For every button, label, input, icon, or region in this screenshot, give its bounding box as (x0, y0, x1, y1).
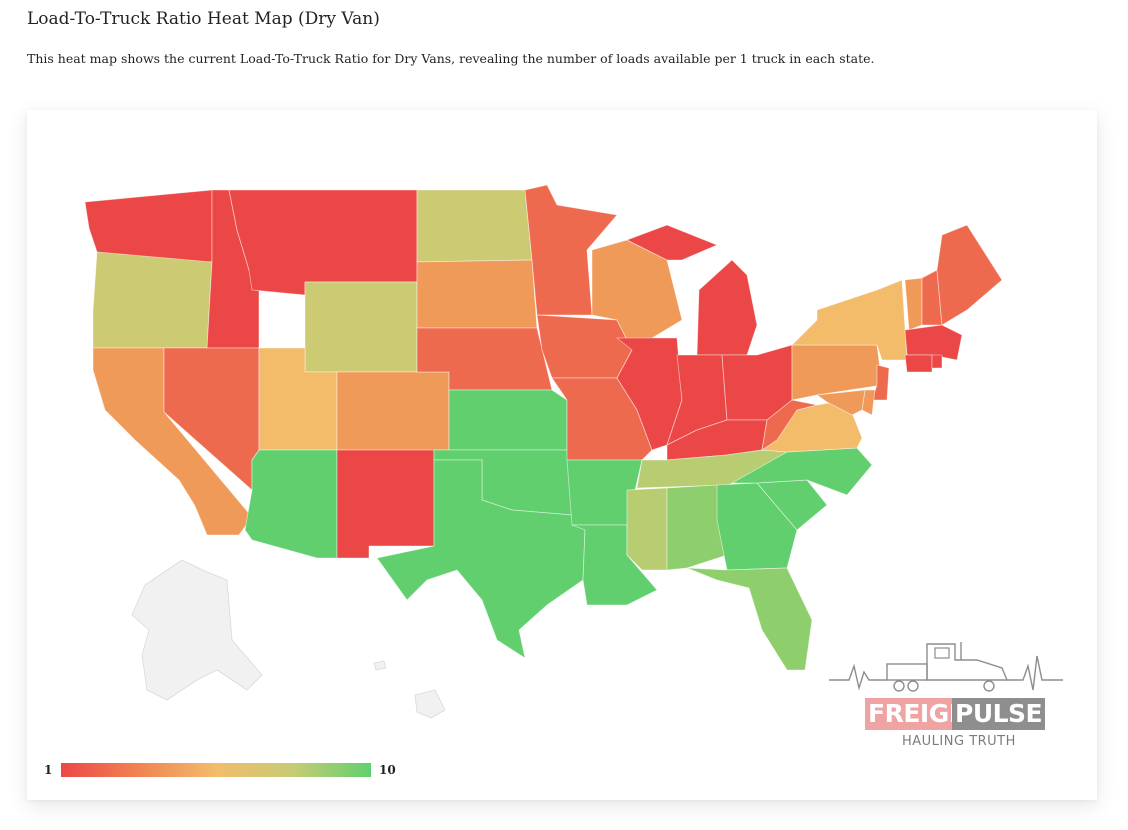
state-mississippi[interactable] (626, 487, 668, 571)
logo-tagline: HAULING TRUTH (902, 734, 1016, 749)
map-card: 1 10 FREIGHT PULSE HAULING TRUTH (27, 110, 1097, 800)
state-oregon[interactable] (92, 251, 213, 349)
us-heat-map (84, 184, 1003, 719)
state-michigan-lower[interactable] (696, 259, 758, 356)
legend-min-label: 1 (44, 763, 53, 777)
state-michigan-upper[interactable] (626, 224, 718, 261)
state-new-jersey[interactable] (871, 364, 890, 401)
legend-color-scale (61, 763, 371, 777)
state-washington[interactable] (84, 189, 213, 263)
freightpulse-logo: FREIGHT PULSE HAULING TRUTH (827, 638, 1067, 758)
state-kansas[interactable] (448, 389, 568, 451)
state-iowa[interactable] (536, 314, 633, 379)
state-florida[interactable] (686, 567, 813, 671)
heartbeat-truck-icon (829, 642, 1063, 692)
state-maine[interactable] (936, 224, 1003, 326)
state-alaska (131, 559, 263, 701)
state-maryland[interactable] (816, 389, 866, 416)
logo-word-pulse: PULSE (952, 698, 1046, 730)
state-alabama[interactable] (666, 484, 728, 571)
legend-gradient-bar (61, 763, 371, 777)
state-rhode-island[interactable] (931, 354, 943, 369)
state-arizona[interactable] (244, 449, 338, 559)
state-south-dakota[interactable] (416, 259, 538, 329)
state-connecticut[interactable] (904, 354, 933, 373)
page-description: This heat map shows the current Load-To-… (27, 51, 875, 66)
page-title: Load-To-Truck Ratio Heat Map (Dry Van) (27, 9, 380, 29)
state-north-dakota[interactable] (416, 189, 533, 263)
state-montana[interactable] (228, 189, 418, 296)
state-new-mexico[interactable] (336, 449, 435, 559)
state-new-york[interactable] (791, 279, 908, 361)
legend-max-label: 10 (379, 763, 396, 777)
state-vermont[interactable] (904, 277, 923, 331)
state-texas[interactable] (376, 459, 586, 659)
state-wyoming[interactable] (304, 281, 418, 373)
state-minnesota[interactable] (524, 184, 618, 316)
state-hawaii-oahu (373, 660, 387, 671)
state-hawaii-main (414, 689, 446, 719)
state-colorado[interactable] (336, 371, 450, 451)
